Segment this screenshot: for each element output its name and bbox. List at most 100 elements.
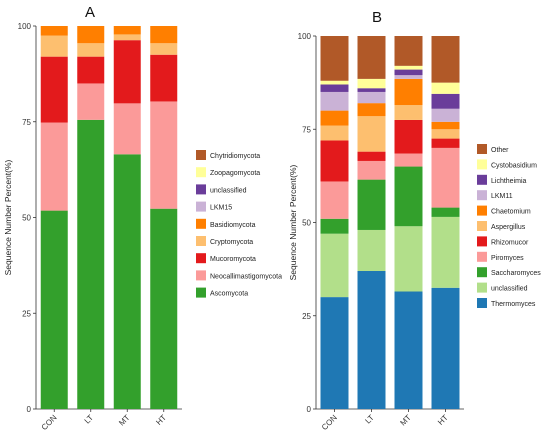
panel-a-legend-label: Neocallimastigomycota	[210, 273, 282, 280]
panel-a-legend-label: unclassified	[210, 187, 247, 194]
panel-b-bar-segment	[320, 91, 349, 111]
panel-a-bar-segment	[150, 43, 178, 55]
panel-a-x-tick-label: CON	[40, 413, 59, 432]
panel-a-legend-swatch	[196, 218, 206, 229]
panel-a-bar-segment	[113, 154, 141, 409]
panel-b-bar-segment	[320, 84, 349, 92]
panel-a-legend-swatch	[196, 184, 206, 195]
panel-a-legend-swatch	[196, 167, 206, 178]
panel-a-bar-segment	[40, 26, 68, 36]
panel-b-legend-label: Saccharomyces	[491, 270, 541, 277]
panel-b-bar-segment	[394, 105, 423, 120]
panel-a-legend-label: LKM15	[210, 205, 232, 212]
panel-a-bar-segment	[77, 83, 105, 120]
panel-b-bar-segment	[431, 108, 460, 122]
panel-b-bar-segment	[431, 216, 460, 288]
panel-b-bar-segment	[320, 218, 349, 234]
panel-b-x-tick-label: MT	[398, 413, 413, 428]
panel-a-legend-label: Zoopagomycota	[210, 170, 260, 177]
panel-b-y-tick-label: 100	[298, 32, 312, 41]
panel-a-bar-segment	[150, 208, 178, 409]
panel-b-bar-segment	[431, 138, 460, 148]
panel-a-bar-segment	[40, 210, 68, 409]
panel-b-legend-swatch	[477, 282, 487, 293]
panel-b-legend-label: Piromyces	[491, 255, 524, 262]
panel-b-bar-segment	[394, 153, 423, 167]
panel-b-bar-segment	[394, 166, 423, 227]
panel-b-bar-segment	[320, 297, 349, 409]
panel-b-y-tick-label: 50	[302, 219, 311, 228]
panel-b-bar-segment	[357, 160, 386, 180]
panel-b-legend-swatch	[477, 236, 487, 247]
panel-a-legend-swatch	[196, 150, 206, 160]
panel-b-legend-label: LKM11	[491, 193, 513, 200]
panel-b-bar-segment	[357, 151, 386, 161]
panel-a-y-tick-label: 100	[18, 22, 32, 31]
panel-a-y-tick-label: 75	[22, 118, 31, 127]
panel-a-legend-swatch	[196, 201, 206, 212]
panel-a-legend-swatch	[196, 270, 206, 281]
panel-b-label: B	[372, 9, 382, 26]
panel-b-bar-segment	[320, 80, 349, 85]
panel-a-label: A	[85, 4, 95, 21]
panel-b-legend-swatch	[477, 298, 487, 308]
panel-a-legend-swatch	[196, 287, 206, 298]
panel-a-bar-segment	[77, 56, 105, 84]
panel-b-legend-label: Thermomyces	[491, 301, 536, 308]
panel-a-bar-segment	[113, 26, 141, 35]
panel-a-x-tick-label: LT	[83, 413, 96, 426]
panel-b-legend-label: Cystobasidium	[491, 162, 537, 169]
panel-b-legend-swatch	[477, 205, 487, 216]
panel-a-bar-segment	[150, 54, 178, 102]
panel-a-legend-label: Ascomycota	[210, 291, 248, 298]
panel-b-x-tick-label: LT	[363, 413, 376, 426]
panel-a-bar-segment	[40, 122, 68, 211]
panel-a-y-axis-title: Sequence Number Percent(%)	[3, 159, 13, 275]
panel-b-bar-segment	[394, 78, 423, 106]
panel-b-bar-segment	[320, 140, 349, 182]
panel-b-bar-segment	[357, 78, 386, 89]
panel-b-bar-segment	[357, 88, 386, 92]
panel-b-legend-swatch	[477, 159, 487, 170]
panel-b-bar-segment	[431, 287, 460, 409]
panel-a-bar-segment	[40, 35, 68, 57]
panel-a-y-tick-label: 25	[22, 309, 31, 318]
panel-a-bar-segment	[77, 43, 105, 57]
panel-b-bar-segment	[431, 207, 460, 217]
panel-a-x-tick-label: HT	[154, 413, 168, 427]
panel-b-bar-segment	[357, 116, 386, 152]
panel-b-y-tick-label: 0	[307, 405, 312, 414]
panel-b-bar-segment	[431, 129, 460, 139]
panel-b-bar-segment	[431, 147, 460, 208]
panel-b-bar-segment	[357, 91, 386, 104]
panel-a-bar-segment	[113, 34, 141, 41]
panel-a-bar-segment	[150, 101, 178, 209]
panel-b-legend-label: Lichtheimia	[491, 178, 527, 185]
panel-b-bar-segment	[431, 36, 460, 83]
panel-b-legend-swatch	[477, 144, 487, 154]
panel-b-bar-segment	[431, 93, 460, 109]
panel-b-legend-swatch	[477, 251, 487, 262]
panel-b-bar-segment	[394, 65, 423, 70]
panel-a-bar-segment	[77, 26, 105, 44]
panel-b-x-tick-label: HT	[436, 413, 450, 427]
panel-a-y-tick-label: 0	[27, 405, 32, 414]
panel-b-bar-segment	[431, 82, 460, 94]
panel-b-legend-label: Chaetomium	[491, 209, 531, 216]
panel-b-y-tick-label: 75	[302, 125, 311, 134]
panel-a-bar-segment	[40, 56, 68, 123]
panel-b-bar-segment	[394, 226, 423, 292]
panel-b-bar-segment	[357, 103, 386, 117]
panel-b-y-axis-title: Sequence Number Percent(%)	[288, 164, 298, 280]
panel-b-bar-segment	[320, 181, 349, 219]
panel-b-legend-label: Rhizomucor	[491, 239, 529, 246]
panel-a-y-tick-label: 50	[22, 214, 31, 223]
panel-b-bar-segment	[394, 291, 423, 409]
panel-b-legend-swatch	[477, 267, 487, 278]
panel-b-bar-segment	[357, 229, 386, 271]
panel-b-bar-segment	[357, 36, 386, 79]
panel-b-bar-segment	[320, 110, 349, 126]
panel-a-legend-swatch	[196, 253, 206, 264]
panel-a-bar-segment	[77, 119, 105, 410]
